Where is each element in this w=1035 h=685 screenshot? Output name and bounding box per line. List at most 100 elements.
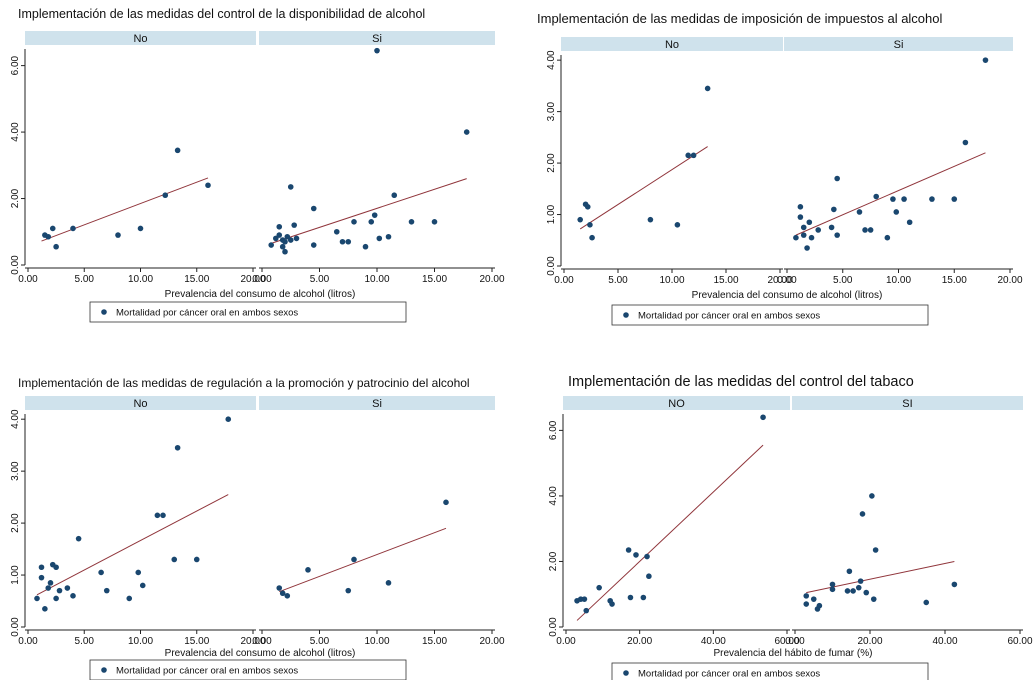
x-tick-label: 20.00 — [857, 636, 882, 647]
data-point — [137, 225, 144, 232]
data-point — [803, 593, 810, 599]
data-point — [38, 564, 45, 571]
x-axis-label: Prevalencia del hábito de fumar (%) — [714, 648, 873, 659]
data-point — [139, 582, 146, 589]
y-tick-label: 1.00 — [546, 204, 557, 224]
data-point — [431, 219, 438, 225]
x-tick-label: 5.00 — [310, 636, 330, 647]
y-tick-label: 3.00 — [10, 461, 21, 481]
data-point — [923, 599, 930, 606]
data-point — [829, 586, 836, 593]
x-tick-label: 20.00 — [240, 636, 265, 647]
panel-strip — [25, 31, 256, 45]
x-tick-label: 60.00 — [774, 636, 799, 647]
data-point — [53, 595, 59, 602]
data-point — [797, 204, 804, 210]
data-point — [815, 227, 822, 233]
data-point — [810, 596, 817, 602]
data-point — [135, 569, 142, 576]
legend-label: Mortalidad por cáncer oral en ambos sexo… — [638, 669, 820, 680]
data-point — [268, 242, 275, 248]
x-tick-label: 20.00 — [767, 275, 792, 286]
x-tick-label: 0.00 — [252, 274, 272, 285]
x-tick-label: 15.00 — [184, 274, 209, 285]
legend-box — [89, 301, 407, 323]
x-tick-label: 0.00 — [554, 275, 574, 286]
data-point — [225, 416, 232, 422]
data-point — [310, 242, 317, 248]
data-point — [884, 234, 891, 241]
data-point — [834, 175, 840, 182]
x-axis-label: Prevalencia del consumo de alcohol (litr… — [165, 648, 356, 659]
data-point — [633, 552, 639, 558]
data-point — [869, 493, 875, 499]
fit-line — [41, 177, 209, 242]
y-tick-label: 4.00 — [546, 50, 557, 70]
data-point — [154, 512, 161, 519]
data-point — [53, 564, 59, 571]
data-point — [982, 57, 989, 63]
fit-line — [576, 444, 764, 621]
chart-title: Implementación de las medidas de imposic… — [537, 11, 942, 26]
x-tick-label: 10.00 — [659, 275, 684, 286]
data-point — [627, 594, 634, 601]
data-point — [646, 573, 652, 580]
data-point — [287, 184, 294, 190]
chart-title: Implementación de las medidas del contro… — [568, 374, 914, 390]
data-point — [609, 601, 615, 607]
data-point — [284, 233, 291, 240]
data-point — [443, 499, 449, 506]
data-point — [276, 232, 283, 238]
chart-title: Implementación de las medidas de regulac… — [18, 376, 470, 390]
data-point — [75, 535, 82, 542]
data-point — [625, 547, 632, 553]
x-tick-label: 0.00 — [556, 636, 576, 647]
data-point — [867, 227, 874, 233]
data-point — [284, 593, 291, 599]
data-point — [644, 553, 650, 560]
x-tick-label: 5.00 — [833, 275, 853, 286]
legend-label: Mortalidad por cáncer oral en ambos sexo… — [116, 308, 298, 319]
y-tick-label: 6.00 — [10, 55, 21, 75]
data-point — [855, 584, 862, 591]
legend-label: Mortalidad por cáncer oral en ambos sexo… — [638, 311, 820, 322]
data-point — [893, 209, 900, 215]
data-point — [704, 85, 711, 92]
data-point — [160, 512, 166, 519]
x-tick-label: 10.00 — [886, 275, 911, 286]
data-point — [374, 47, 380, 54]
y-tick-label: 2.00 — [548, 551, 559, 571]
data-point — [589, 234, 595, 241]
data-point — [806, 219, 813, 226]
data-point — [596, 584, 602, 591]
legend-marker — [101, 667, 107, 673]
x-tick-label: 0.00 — [785, 636, 805, 647]
data-point — [287, 237, 294, 243]
data-point — [391, 192, 398, 199]
legend-marker — [623, 312, 629, 318]
data-point — [831, 206, 837, 213]
data-point — [126, 595, 133, 602]
data-point — [345, 587, 352, 594]
data-point — [901, 196, 907, 202]
panel-strip — [25, 396, 256, 410]
data-point — [339, 238, 346, 245]
y-tick-label: 1.00 — [10, 565, 21, 585]
y-tick-label: 2.00 — [546, 153, 557, 173]
fit-line — [279, 527, 447, 593]
x-tick-label: 10.00 — [364, 274, 389, 285]
data-point — [859, 511, 866, 517]
data-point — [929, 196, 935, 202]
x-tick-label: 20.00 — [479, 636, 504, 647]
x-tick-label: 15.00 — [713, 275, 738, 286]
data-point — [45, 585, 52, 591]
data-point — [279, 243, 286, 250]
panel-label: NO — [668, 398, 685, 410]
x-tick-label: 10.00 — [128, 636, 153, 647]
data-point — [174, 444, 181, 451]
data-point — [70, 593, 76, 599]
panel-label: Si — [372, 33, 382, 45]
data-point — [64, 585, 71, 591]
